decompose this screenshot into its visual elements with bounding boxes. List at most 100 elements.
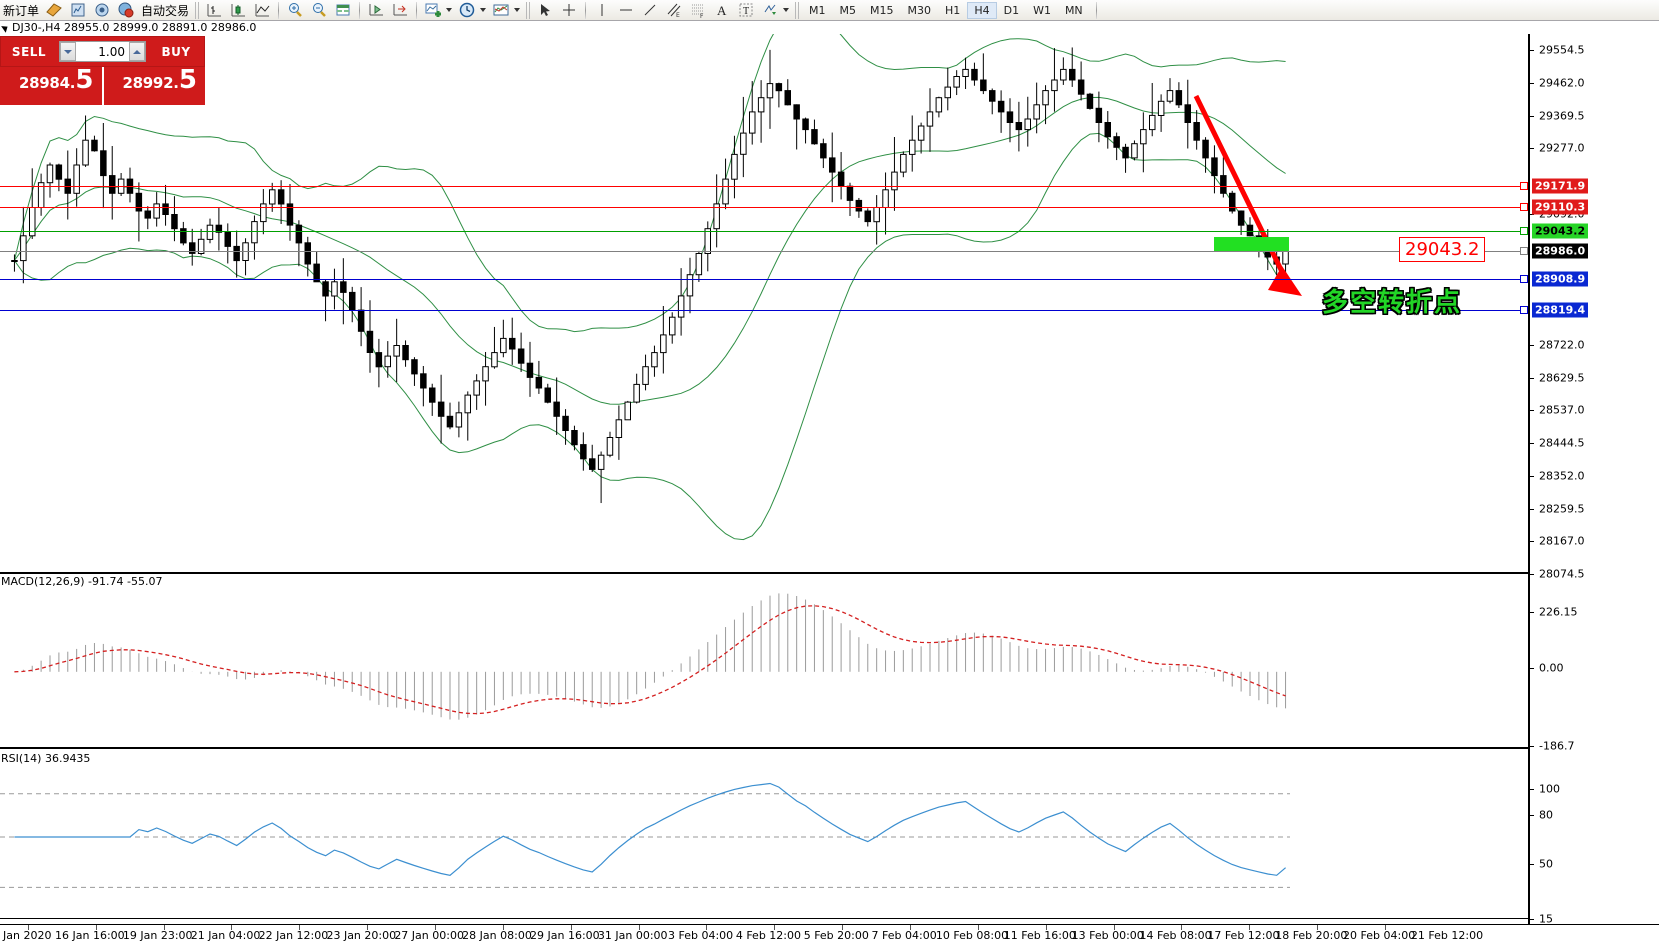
templates-icon[interactable]	[42, 0, 66, 20]
svg-text:T: T	[743, 6, 749, 17]
volume-decrement-button[interactable]	[60, 42, 76, 61]
templates-manage-icon[interactable]	[489, 0, 513, 20]
level-line[interactable]	[0, 278, 1528, 280]
time-axis-tick	[231, 925, 233, 930]
time-axis-label: 10 Feb 08:00	[935, 929, 1009, 942]
zoom-in-icon[interactable]	[283, 0, 307, 20]
timeframe-d1[interactable]: D1	[1003, 3, 1020, 17]
buy-button[interactable]: BUY	[161, 44, 191, 59]
buy-price[interactable]: 28992 . 5	[103, 67, 205, 105]
axis-tick	[1530, 508, 1534, 510]
toolbar-grip-3[interactable]	[795, 1, 800, 19]
equidistant-channel-icon[interactable]: E	[662, 0, 686, 20]
sell-price[interactable]: 28984 . 5	[0, 67, 104, 105]
axis-tick	[1530, 668, 1534, 669]
arrows-dropdown-icon[interactable]	[783, 8, 790, 12]
timeframe-mn[interactable]: MN	[1064, 3, 1083, 17]
timeframe-h4[interactable]: H4	[967, 1, 997, 19]
add-indicator-icon[interactable]	[421, 0, 445, 20]
level-price-tag[interactable]: 29043.2	[1532, 223, 1589, 239]
cursor-icon[interactable]	[533, 0, 557, 20]
volume-input[interactable]: 1.00	[98, 44, 125, 59]
timeframe-m15[interactable]: M15	[870, 3, 894, 17]
data-window-icon[interactable]	[90, 0, 114, 20]
candlestick-chart-icon[interactable]	[226, 0, 250, 20]
new-order-button[interactable]: 新订单	[0, 0, 42, 20]
macd-pane[interactable]: MACD(12,26,9) -91.74 -55.07	[0, 574, 1528, 749]
timeframe-m1[interactable]: M1	[809, 3, 826, 17]
text-label-icon[interactable]: T	[734, 0, 758, 20]
time-axis-tick	[1385, 925, 1386, 930]
timeframe-m5[interactable]: M5	[839, 3, 857, 17]
period-clock-icon[interactable]	[455, 0, 479, 20]
zoom-out-icon[interactable]	[307, 0, 331, 20]
toolbar-grip-2[interactable]	[526, 1, 531, 19]
price-axis-tick-label: 28722.0	[1539, 338, 1585, 352]
timeframe-m30[interactable]: M30	[907, 3, 932, 17]
trendline-icon[interactable]	[638, 0, 662, 20]
level-handle[interactable]	[1520, 181, 1528, 190]
level-line[interactable]	[0, 251, 1528, 253]
market-watch-icon[interactable]	[66, 0, 90, 20]
time-axis-label: 14 Feb 08:00	[1139, 929, 1212, 942]
price-axis[interactable]: 29554.529462.029369.529277.029092.028722…	[1528, 34, 1659, 946]
grid-icon[interactable]	[331, 0, 355, 20]
templates-dropdown-icon[interactable]	[514, 8, 521, 12]
chart-autoscroll-icon[interactable]	[388, 0, 412, 20]
add-indicator-dropdown-icon[interactable]	[446, 8, 453, 12]
level-handle[interactable]	[1520, 203, 1528, 212]
price-axis-tick-label: 28074.5	[1539, 567, 1585, 581]
level-handle[interactable]	[1520, 306, 1528, 315]
timeframe-h1[interactable]: H1	[945, 3, 961, 17]
time-axis-tick	[502, 925, 504, 930]
volume-stepper[interactable]: 1.00	[59, 41, 146, 62]
level-price-tag[interactable]: 29110.3	[1532, 199, 1589, 215]
toolbar-grip[interactable]	[195, 1, 200, 19]
sell-button[interactable]: SELL	[11, 44, 47, 59]
level-price-tag[interactable]: 29171.9	[1532, 178, 1589, 194]
text-icon[interactable]: A	[710, 0, 734, 20]
level-price-tag[interactable]: 28819.4	[1532, 302, 1589, 318]
collapse-arrow-icon[interactable]	[1, 22, 10, 33]
level-price-tag[interactable]: 28986.0	[1532, 243, 1589, 259]
bar-chart-icon[interactable]	[202, 0, 226, 20]
time-axis-tick	[638, 925, 640, 930]
rsi-pane[interactable]: RSI(14) 36.9435	[0, 751, 1528, 919]
main-toolbar: 新订单 自动交易	[0, 0, 1659, 21]
time-axis-tick	[27, 925, 29, 930]
navigator-icon[interactable]	[114, 0, 138, 20]
time-axis-tick	[1113, 925, 1115, 930]
autotrading-label: 自动交易	[141, 3, 190, 18]
time-axis-label: 4 Feb 12:00	[735, 929, 802, 942]
timeframe-w1[interactable]: W1	[1033, 3, 1051, 17]
line-chart-icon[interactable]	[250, 0, 274, 20]
level-line[interactable]	[0, 185, 1528, 187]
level-handle[interactable]	[1520, 247, 1528, 256]
level-line[interactable]	[0, 310, 1528, 312]
arrows-icon[interactable]	[758, 0, 782, 20]
horizontal-line-icon[interactable]	[614, 0, 638, 20]
crosshair-icon[interactable]	[557, 0, 581, 20]
fibonacci-icon[interactable]: F	[686, 0, 710, 20]
timeframe-group: M1 M5 M15 M30 H1 H4 D1 W1 MN	[802, 1, 1090, 19]
one-click-trading-panel[interactable]: SELL 1.00 BUY 28984 . 5 28992 . 5	[0, 36, 205, 105]
level-handle[interactable]	[1520, 274, 1528, 283]
level-line[interactable]	[0, 207, 1528, 209]
price-axis-tick-label: 28444.5	[1539, 436, 1585, 450]
time-axis-label: 21 Feb 12:00	[1410, 929, 1484, 942]
period-dropdown-icon[interactable]	[480, 8, 487, 12]
price-annotation-box: 29043.2	[1399, 237, 1486, 262]
axis-tick	[1530, 115, 1534, 117]
vertical-line-icon[interactable]	[590, 0, 614, 20]
time-axis-label: 27 Jan 00:00	[394, 929, 464, 942]
autotrading-button[interactable]: 自动交易	[138, 0, 192, 20]
axis-tick	[1530, 574, 1534, 575]
level-handle[interactable]	[1520, 227, 1528, 236]
volume-increment-button[interactable]	[129, 42, 145, 61]
chart-shift-icon[interactable]	[364, 0, 388, 20]
price-pane[interactable]: 多空转折点 29043.2	[0, 34, 1528, 574]
chart-area: 多空转折点 29043.2 MACD(12,26,9) -91.74 -55.0…	[0, 34, 1659, 946]
level-line[interactable]	[0, 231, 1528, 233]
level-price-tag[interactable]: 28908.9	[1532, 271, 1589, 287]
